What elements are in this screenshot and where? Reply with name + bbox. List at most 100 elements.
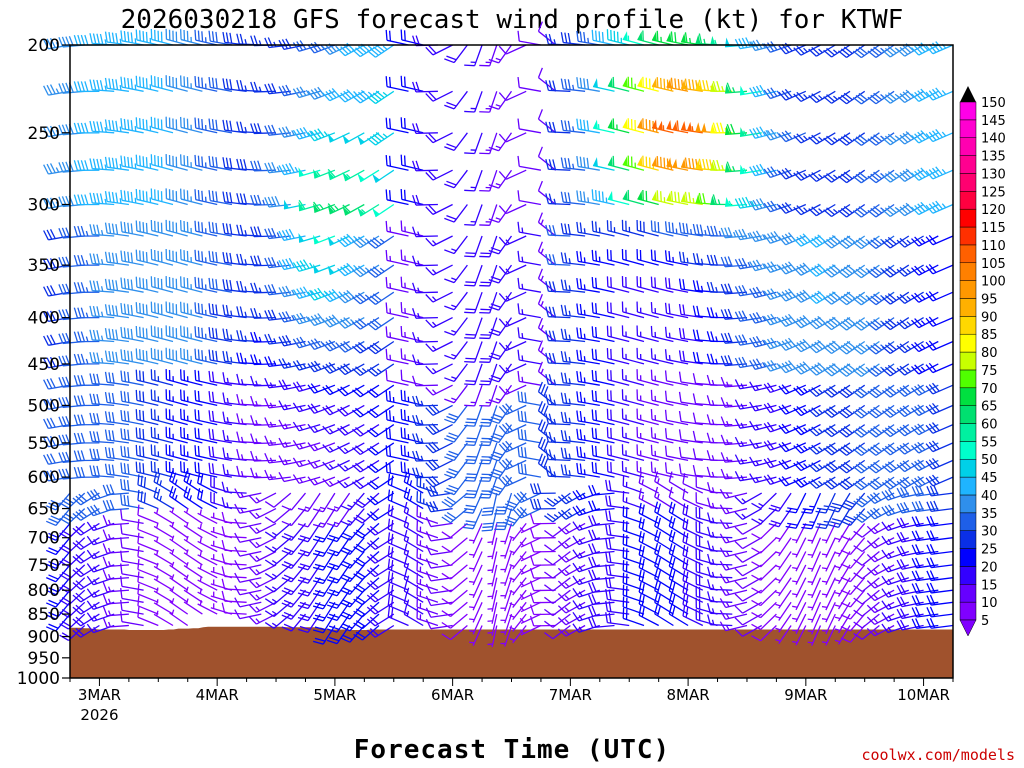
wind-barb <box>194 409 218 426</box>
barb-staff <box>151 311 174 319</box>
barb-full-flag <box>65 227 71 238</box>
barb-full-flag <box>127 119 130 131</box>
barb-staff <box>136 379 159 386</box>
barb-full-flag <box>234 532 241 543</box>
wind-barb <box>102 593 129 605</box>
barb-full-flag <box>211 327 215 339</box>
barb-full-flag <box>115 192 119 204</box>
barb-full-flag <box>172 327 174 338</box>
wind-barb <box>120 118 144 134</box>
wind-barb <box>153 587 174 603</box>
wind-barb <box>150 389 174 407</box>
barb-full-flag <box>49 285 56 296</box>
barb-full-flag <box>157 277 160 289</box>
barb-full-flag <box>297 628 309 634</box>
barb-full-flag <box>211 278 215 289</box>
barb-full-flag <box>236 373 240 385</box>
wind-barb <box>135 409 159 426</box>
barb-full-flag <box>154 348 156 360</box>
barb-staff <box>180 85 203 92</box>
wind-barb <box>72 589 100 603</box>
barb-half-flag <box>190 36 192 43</box>
barb-half-flag <box>100 335 104 341</box>
barb-full-flag <box>123 391 127 402</box>
barb-staff <box>268 340 291 345</box>
barb-staff <box>151 258 174 266</box>
wind-barb <box>250 308 277 319</box>
barb-full-flag <box>201 77 204 89</box>
barb-full-flag <box>135 389 138 401</box>
barb-full-flag <box>312 592 324 597</box>
barb-staff <box>136 127 159 134</box>
barb-full-flag <box>307 404 315 414</box>
wind-barb <box>278 228 306 242</box>
barb-full-flag <box>253 255 259 266</box>
barb-staff <box>197 567 218 579</box>
wind-barb <box>72 550 100 564</box>
barb-full-flag <box>48 532 59 539</box>
barb-full-flag <box>208 76 211 88</box>
barb-full-flag <box>285 163 292 174</box>
barb-full-flag <box>43 379 49 390</box>
barb-full-flag <box>49 378 56 389</box>
wind-barb <box>137 546 159 566</box>
barb-half-flag <box>334 205 339 211</box>
barb-full-flag <box>86 612 94 622</box>
barb-staff <box>283 404 306 411</box>
barb-staff <box>183 577 203 591</box>
barb-full-flag <box>343 235 352 244</box>
wind-barb <box>89 158 115 171</box>
barb-full-flag <box>264 610 275 618</box>
barb-staff <box>136 259 159 266</box>
barb-full-flag <box>120 462 123 473</box>
barb-half-flag <box>226 435 229 441</box>
barb-staff <box>197 512 218 524</box>
barb-full-flag <box>236 193 240 204</box>
barb-half-flag <box>213 591 215 597</box>
barb-full-flag <box>281 164 288 175</box>
barb-staff <box>153 590 174 603</box>
barb-full-flag <box>168 326 171 337</box>
wind-barb <box>234 597 262 608</box>
barb-full-flag <box>72 555 82 564</box>
barb-staff <box>344 169 365 182</box>
wind-barb <box>221 602 247 615</box>
barb-full-flag <box>285 229 292 240</box>
barb-full-flag <box>225 78 229 90</box>
barb-full-flag <box>314 535 326 540</box>
barb-full-flag <box>145 328 148 339</box>
barb-staff <box>307 601 321 621</box>
barb-full-flag <box>120 478 123 490</box>
barb-full-flag <box>325 363 334 373</box>
wind-barb <box>337 384 365 397</box>
barb-staff <box>322 625 336 645</box>
barb-half-flag <box>149 197 152 203</box>
barb-full-flag <box>123 222 127 233</box>
barb-staff <box>121 380 144 386</box>
barb-full-flag <box>77 194 82 205</box>
barb-staff <box>183 525 203 539</box>
barb-staff <box>322 492 336 513</box>
barb-full-flag <box>137 606 140 618</box>
barb-full-flag <box>127 251 130 263</box>
barb-full-flag <box>96 253 100 265</box>
barb-full-flag <box>264 531 275 539</box>
wind-barb <box>197 488 218 510</box>
wind-barb <box>221 481 247 494</box>
barb-full-flag <box>96 79 100 91</box>
barb-full-flag <box>168 117 171 129</box>
barb-full-flag <box>120 494 123 505</box>
wind-barb <box>250 415 277 426</box>
barb-staff <box>195 164 218 171</box>
barb-staff <box>180 357 203 365</box>
barb-half-flag <box>276 232 280 238</box>
barb-full-flag <box>326 628 338 633</box>
barb-full-flag <box>89 79 93 90</box>
barb-staff <box>121 518 144 525</box>
wind-barb <box>120 445 144 462</box>
barb-full-flag <box>111 305 115 316</box>
wind-barb <box>165 248 188 266</box>
barb-half-flag <box>100 357 104 364</box>
barb-full-flag <box>99 33 104 45</box>
barb-full-flag <box>135 444 138 456</box>
